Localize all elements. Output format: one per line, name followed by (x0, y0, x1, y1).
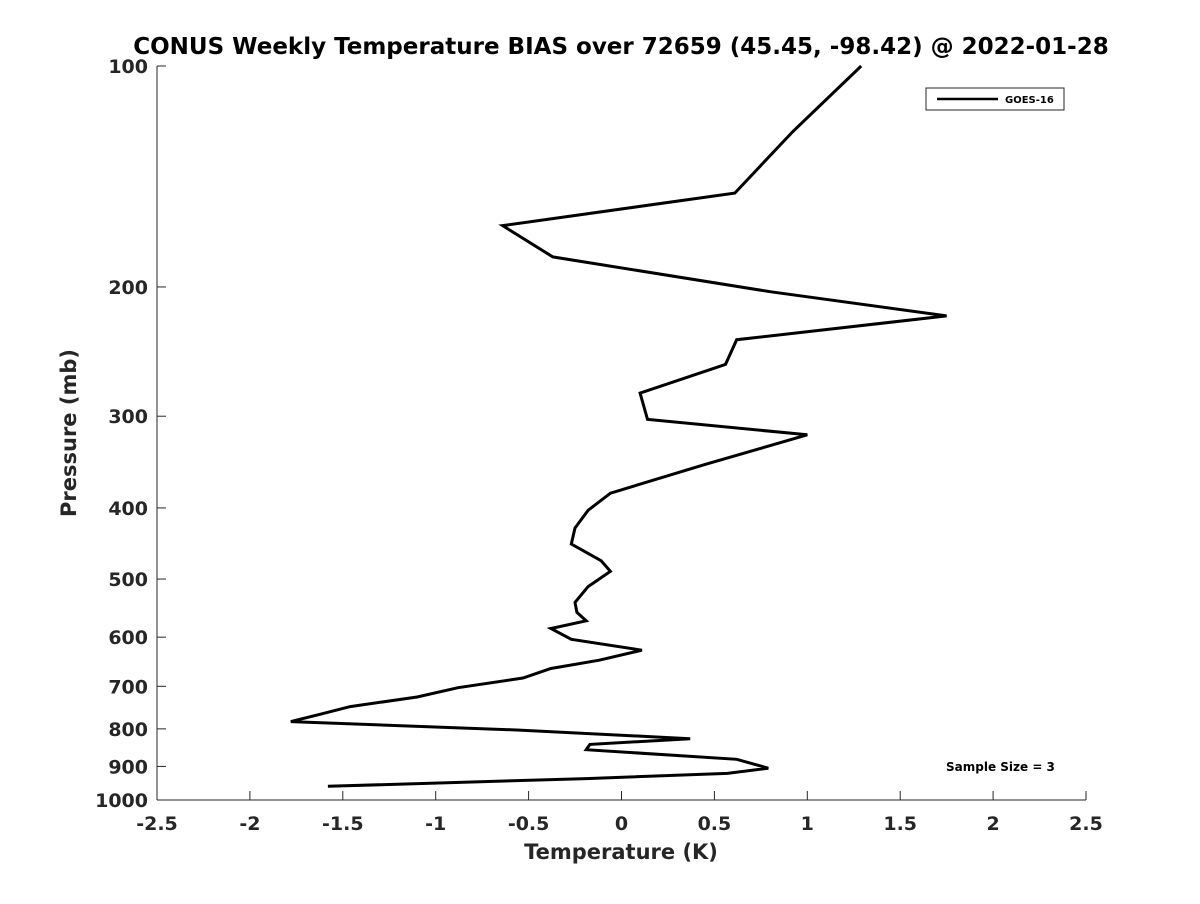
x-ticks: -2.5 -2 -1.5 -1 -0.5 0 0.5 1 1.5 2 2.5 (136, 791, 1103, 835)
x-tick-label: -1 (425, 813, 446, 835)
x-tick-label: 1.5 (883, 813, 917, 835)
legend[interactable]: GOES-16 (925, 87, 1065, 111)
series-line-goes-16 (290, 64, 947, 788)
y-tick-label: 100 (108, 56, 148, 78)
y-tick-label: 500 (108, 569, 148, 591)
legend-label-goes-16: GOES-16 (1005, 95, 1054, 106)
y-tick-label: 700 (108, 676, 148, 698)
y-tick-label: 800 (108, 719, 148, 741)
x-tick-label: 2 (986, 813, 999, 835)
chart-title: CONUS Weekly Temperature BIAS over 72659… (133, 34, 1108, 60)
y-tick-label: 900 (108, 756, 148, 778)
y-tick-label: 400 (108, 498, 148, 520)
x-tick-label: -2.5 (136, 813, 178, 835)
y-axis-label: Pressure (mb) (57, 349, 81, 517)
y-tick-label: 1000 (95, 790, 148, 812)
series-group (290, 64, 947, 788)
y-tick-label: 600 (108, 627, 148, 649)
x-tick-label: -0.5 (508, 813, 550, 835)
x-axis-label: Temperature (K) (524, 840, 718, 864)
sample-size-annotation: Sample Size = 3 (946, 760, 1055, 774)
y-tick-label: 200 (108, 277, 148, 299)
y-tick-label: 300 (108, 406, 148, 428)
x-tick-label: -2 (239, 813, 260, 835)
x-tick-label: 0.5 (698, 813, 732, 835)
x-tick-label: 0 (615, 813, 628, 835)
x-tick-label: 1 (801, 813, 814, 835)
y-ticks: 100 200 300 400 500 600 700 800 900 1000 (95, 56, 166, 812)
x-tick-label: 2.5 (1069, 813, 1103, 835)
x-tick-label: -1.5 (322, 813, 364, 835)
